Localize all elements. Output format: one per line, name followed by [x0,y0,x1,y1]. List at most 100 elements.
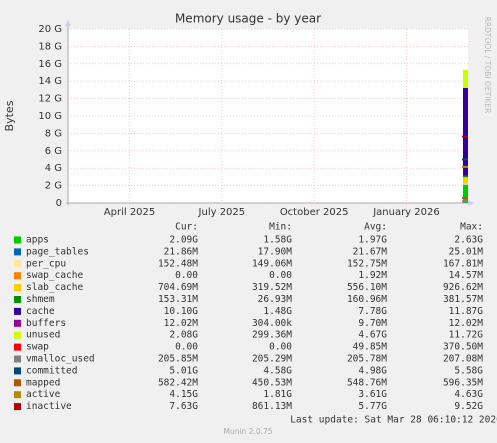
legend-min: 149.06M [252,258,292,269]
legend-cur: 2.09G [169,235,198,246]
chart-title: Memory usage - by year [175,12,321,26]
y-axis-label: Bytes [3,100,16,131]
legend-cur: 0.00 [175,270,198,281]
legend-min: 0.00 [269,342,292,353]
y-tick-label: 10 G [38,111,62,122]
legend-avg: 9.70M [358,318,387,329]
legend-swatch [14,260,21,268]
legend-name: committed [26,365,77,376]
legend-avg: 548.76M [347,377,387,388]
legend-avg: 5.77G [358,401,387,412]
legend-avg: 1.92M [358,270,387,281]
legend-max: 167.81M [443,258,483,269]
y-tick-label: 12 G [38,94,62,105]
legend-swatch [14,248,21,256]
legend-cur: 5.01G [169,365,198,376]
legend-swatch [14,272,21,280]
x-tick-label: October 2025 [280,207,349,218]
legend-cur: 0.00 [175,342,198,353]
legend-name: active [26,389,61,400]
area-segment [463,177,468,184]
column-header: Max: [460,222,483,233]
legend-min: 299.36M [252,330,292,341]
axis-arrow [468,200,474,206]
legend-name: unused [26,330,60,341]
legend-name: vmalloc_used [26,354,95,365]
legend-avg: 205.78M [347,354,387,365]
area-segment [463,69,468,88]
legend-swatch [14,284,21,292]
legend-name: apps [26,235,49,246]
legend-max: 4.63G [454,389,483,400]
legend-swatch [14,331,21,339]
legend-avg: 4.98G [358,365,387,376]
legend-min: 17.90M [258,246,293,257]
column-header: Avg: [364,222,387,233]
y-tick-label: 20 G [38,24,62,35]
legend-cur: 152.48M [158,258,198,269]
legend-min: 1.58G [263,235,292,246]
legend-cur: 21.86M [164,246,199,257]
legend-name: per_cpu [26,258,66,269]
legend-max: 5.58G [454,365,483,376]
legend-min: 304.00k [252,318,292,329]
legend-cur: 205.85M [158,354,198,365]
y-tick-label: 2 G [45,181,62,192]
legend-cur: 2.08G [169,330,198,341]
legend-max: 11.87G [449,306,484,317]
legend-min: 26.93M [258,294,293,305]
y-tick-label: 16 G [38,59,62,70]
legend-cur: 7.63G [169,401,198,412]
legend-swatch [14,367,21,375]
axis-arrow [65,20,71,26]
area-segment [463,175,468,178]
column-header: Cur: [175,222,198,233]
legend-avg: 1.97G [358,235,387,246]
legend-swatch [14,403,21,411]
legend-max: 2.63G [454,235,483,246]
legend-min: 319.52M [252,282,292,293]
legend-cur: 12.02M [164,318,199,329]
legend-min: 4.58G [263,365,292,376]
legend-avg: 49.85M [353,342,388,353]
legend-cur: 704.69M [158,282,198,293]
last-update: Last update: Sat Mar 28 06:10:12 2026 [290,415,497,426]
legend-max: 370.50M [443,342,483,353]
legend-name: slab_cache [26,282,83,293]
legend-avg: 3.61G [358,389,387,400]
side-label: RRDTOOL / TOBI OETIKER [483,17,492,114]
legend-max: 926.62M [443,282,483,293]
legend-swatch [14,343,21,351]
area-segment [463,183,468,185]
legend-min: 1.48G [263,306,292,317]
legend-swatch [14,391,21,399]
x-tick-label: July 2025 [198,207,246,218]
legend-cur: 10.10G [164,306,199,317]
x-tick-label: January 2026 [372,207,440,218]
y-tick-label: 14 G [38,76,62,87]
legend-avg: 556.10M [347,282,387,293]
area-segment [463,87,468,176]
legend-min: 1.81G [263,389,292,400]
legend-avg: 21.67M [353,246,388,257]
y-tick-label: 4 G [45,163,62,174]
legend-min: 0.00 [269,270,292,281]
legend-swatch [14,296,21,303]
legend-swatch [14,236,21,244]
y-tick-label: 18 G [38,41,62,52]
legend-min: 205.29M [252,354,292,365]
legend-max: 25.01M [449,246,484,257]
legend-max: 12.02M [449,318,484,329]
legend-swatch [14,319,21,327]
legend-avg: 4.67G [358,330,387,341]
legend-cur: 153.31M [158,294,198,305]
legend-cur: 582.42M [158,377,198,388]
legend-min: 861.13M [252,401,292,412]
legend-swatch [14,355,21,363]
legend-name: swap [26,342,49,353]
legend-name: shmem [26,294,55,305]
legend-min: 450.53M [252,377,292,388]
y-tick-label: 8 G [45,128,62,139]
